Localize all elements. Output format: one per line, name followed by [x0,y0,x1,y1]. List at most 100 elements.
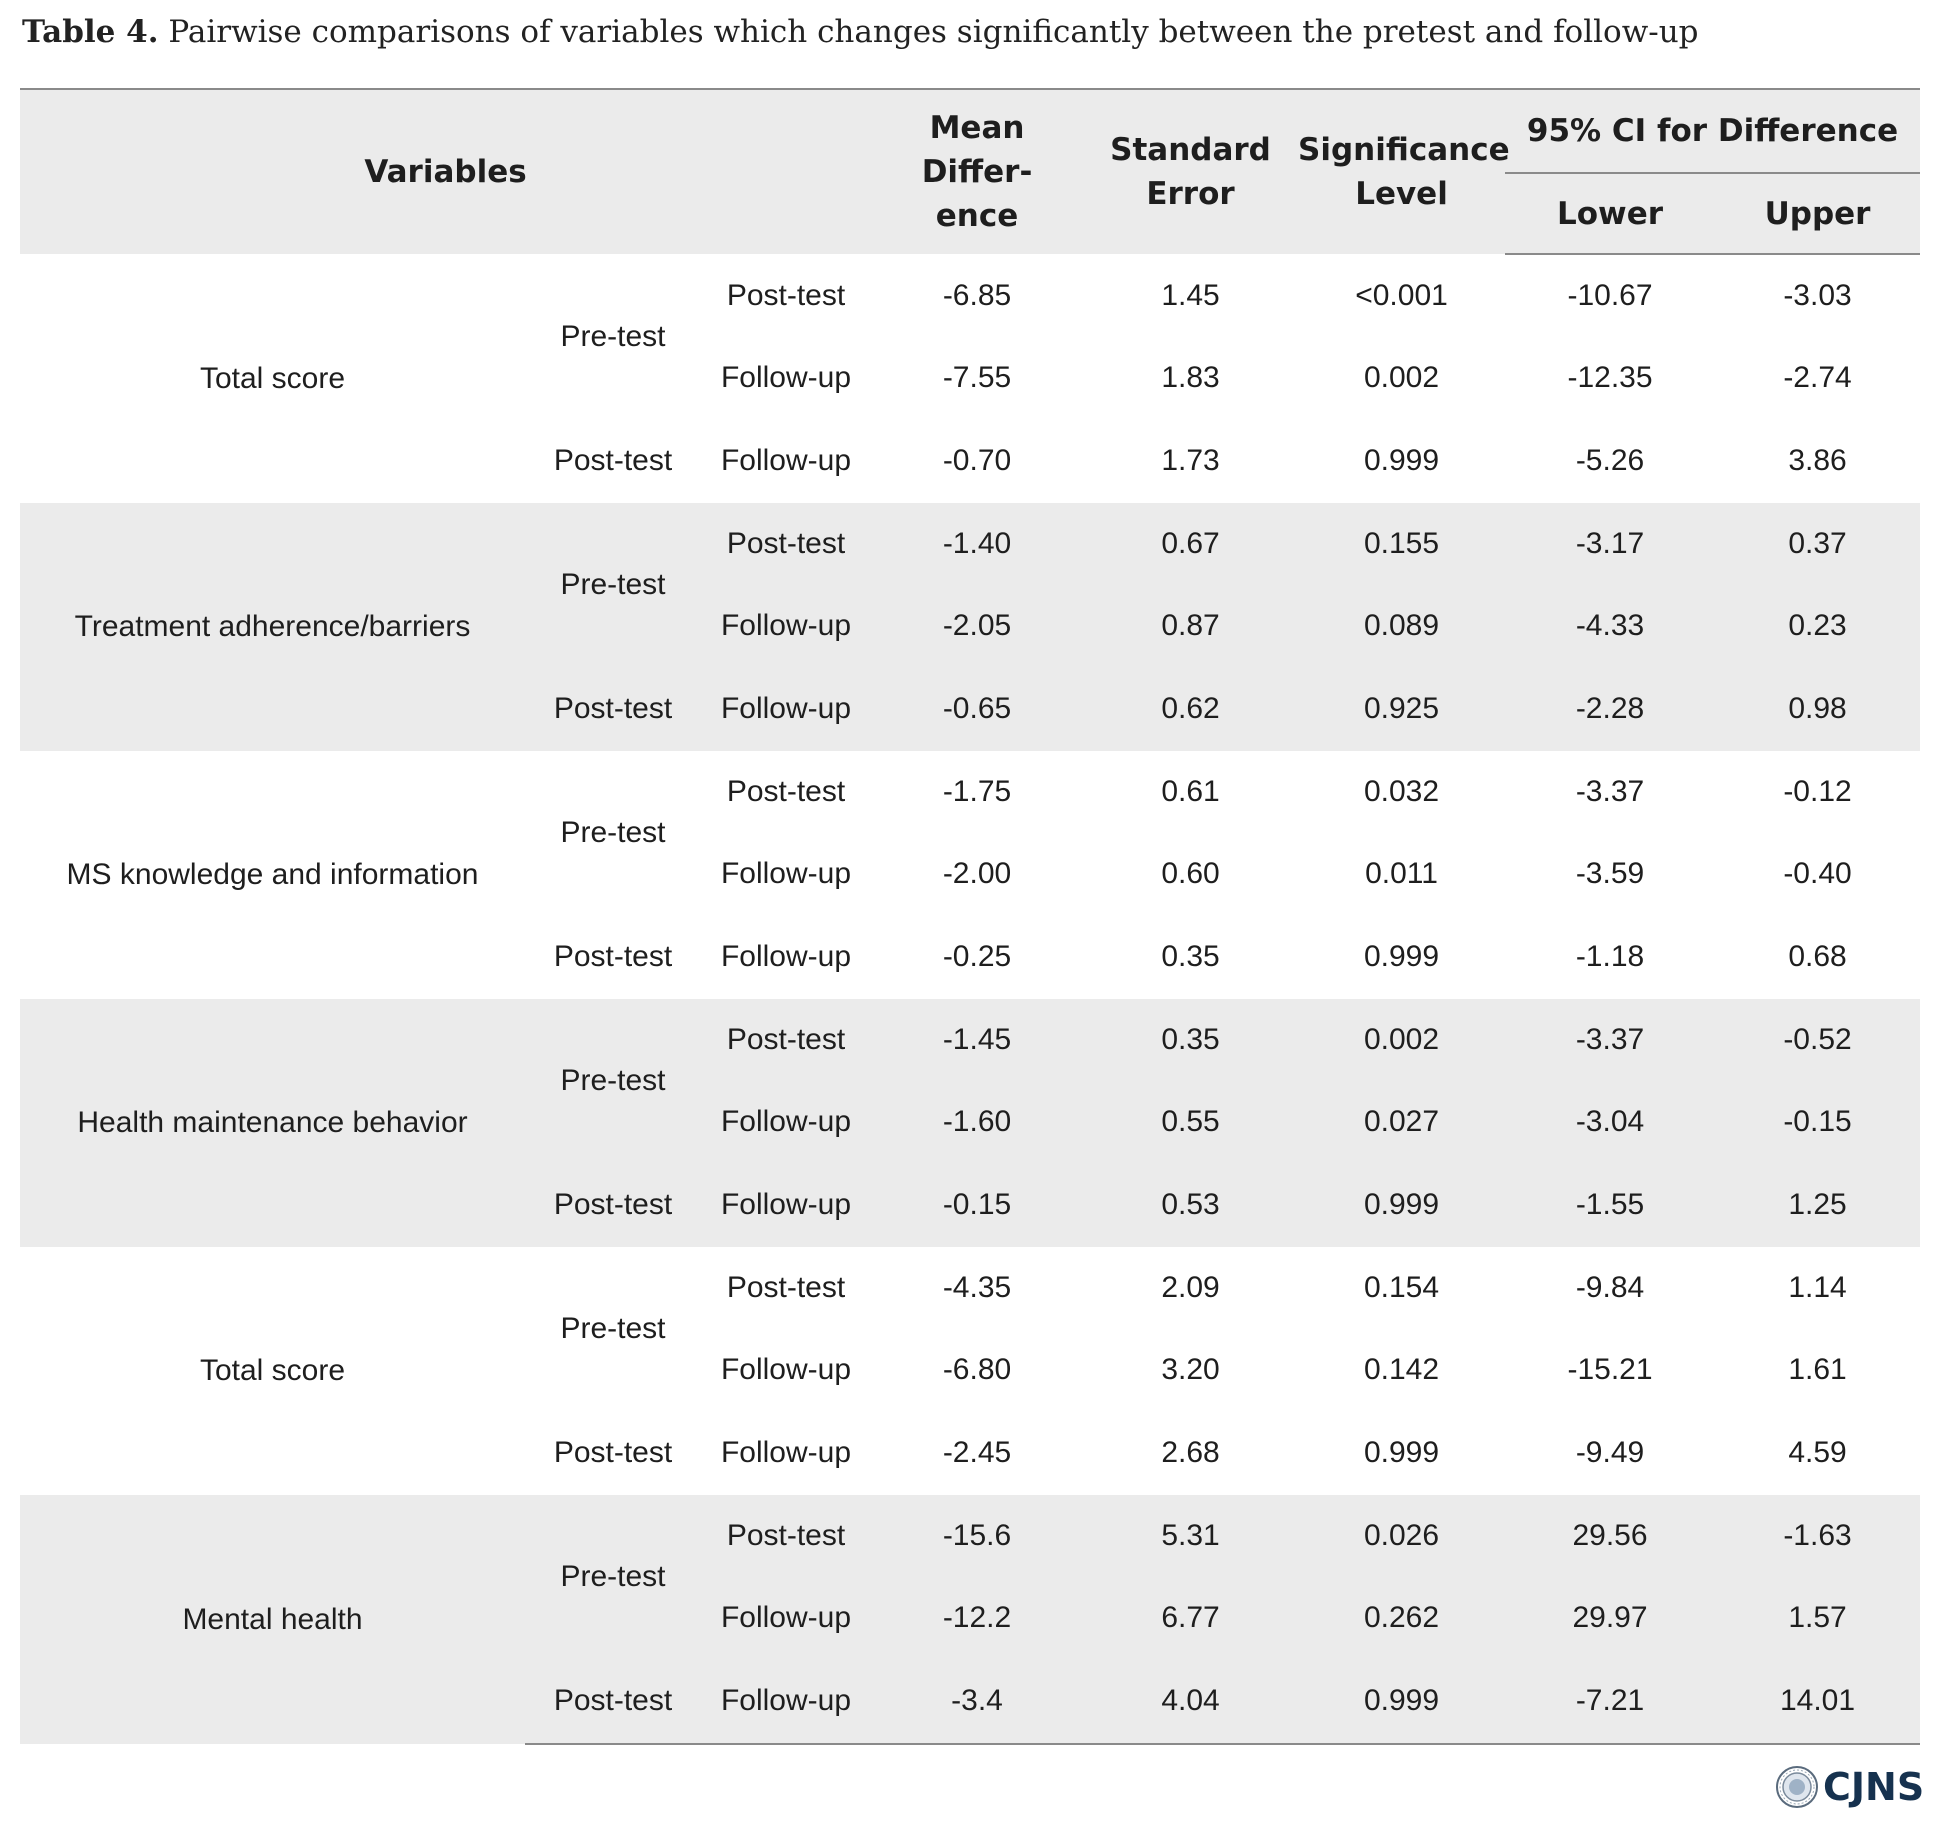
table-caption-label: Table 4. [22,14,159,50]
standard-error-cell: 1.73 [1161,444,1220,477]
mean-difference-cell: -0.15 [871,1163,1084,1247]
ci-lower-cell: -3.37 [1575,775,1645,808]
header-standard-error-line2: Error [1146,176,1235,212]
ci-upper-cell: 4.59 [1788,1436,1847,1469]
ci-upper-cell: 1.57 [1715,1577,1921,1659]
standard-error-cell: 0.67 [1083,503,1299,585]
ci-upper-cell: -0.12 [1783,775,1852,808]
significance-cell: 0.026 [1298,1495,1506,1577]
compare-from: Pre-test [560,816,666,849]
table-row: Follow-up -7.55 1.83 0.002 -12.35 -2.74 [20,337,1920,419]
mean-difference-cell: -2.00 [942,857,1012,890]
variable-name: Total score [199,361,346,395]
compare-to: Follow-up [720,857,852,890]
compare-to: Follow-up [701,1163,872,1247]
variable-group: MS knowledge and information Pre-test Po… [20,751,1920,999]
compare-to: Post-test [726,1271,846,1304]
table-row: Total score Pre-test Post-test -6.85 1.4… [20,254,1920,395]
significance-cell: 0.999 [1363,940,1440,973]
mean-difference-cell: -15.6 [871,1495,1084,1577]
variable-group: Health maintenance behavior Pre-test Pos… [20,999,1921,1247]
standard-error-cell: 0.35 [1083,999,1299,1081]
ci-upper-cell: 0.37 [1715,503,1921,585]
compare-from: Post-test [525,667,701,751]
table-row: Post-test Follow-up -2.45 2.68 0.999 -9.… [20,1411,1920,1495]
header-significance-line1: Significance [1298,132,1510,168]
ci-lower-cell: -10.67 [1567,279,1653,312]
significance-cell: 0.999 [1298,1163,1506,1247]
table-row: MS knowledge and information Pre-test Po… [20,751,1920,891]
table-row: Post-test Follow-up -0.70 1.73 0.999 -5.… [20,419,1920,503]
standard-error-cell: 0.61 [1161,775,1220,808]
mean-difference-cell: -12.2 [871,1577,1084,1659]
significance-cell: 0.032 [1363,775,1440,808]
significance-cell: 0.999 [1363,444,1440,477]
mean-difference-cell: -4.35 [942,1271,1012,1304]
table-row: Follow-up -12.2 6.77 0.262 29.97 1.57 [20,1577,1921,1659]
ci-upper-cell: -3.03 [1783,279,1852,312]
significance-cell: 0.999 [1298,1659,1506,1745]
ci-upper-cell: 0.68 [1788,940,1847,973]
ci-lower-cell: -3.59 [1575,857,1645,890]
mean-difference-cell: -6.80 [942,1353,1012,1386]
compare-to: Follow-up [701,585,872,667]
header-ci-group: 95% CI for Difference [1505,88,1921,174]
table-header: Variables Mean Differ- ence Standard Err… [20,88,1921,255]
compare-to: Follow-up [701,1577,872,1659]
standard-error-cell: 0.53 [1083,1163,1299,1247]
mean-difference-cell: -1.45 [871,999,1084,1081]
header-upper: Upper [1715,173,1921,255]
ci-upper-cell: 0.23 [1715,585,1921,667]
compare-from: Post-test [553,940,673,973]
header-variables: Variables [20,88,872,254]
mean-difference-cell: -0.65 [871,667,1084,751]
compare-from: Post-test [525,1659,701,1745]
variable-group: Treatment adherence/barriers Pre-test Po… [20,503,1921,751]
table-row: Health maintenance behavior Pre-test Pos… [20,999,1921,1247]
significance-cell: 0.925 [1298,667,1506,751]
standard-error-cell: 4.04 [1083,1659,1299,1745]
significance-cell: 0.262 [1298,1577,1506,1659]
ci-upper-cell: -0.40 [1783,857,1852,890]
standard-error-cell: 0.60 [1161,857,1220,890]
ci-lower-cell: -15.21 [1567,1353,1653,1386]
mean-difference-cell: -2.05 [871,585,1084,667]
compare-from: Pre-test [560,319,666,353]
compare-from: Pre-test [525,503,701,667]
compare-to: Post-test [726,278,846,312]
compare-to: Follow-up [720,444,852,477]
compare-to: Follow-up [720,1353,852,1386]
compare-to: Follow-up [720,361,852,394]
compare-to: Follow-up [720,940,852,973]
variable-name: Treatment adherence/barriers [20,503,525,751]
significance-cell: 0.155 [1298,503,1506,585]
table-row: Post-test Follow-up -0.65 0.62 0.925 -2.… [20,667,1921,751]
ci-lower-cell: 29.56 [1505,1495,1716,1577]
variable-name: MS knowledge and information [66,858,479,891]
ci-lower-cell: -1.55 [1505,1163,1716,1247]
significance-cell: 0.011 [1365,857,1438,890]
ci-upper-cell: 14.01 [1715,1659,1921,1745]
header-mean-difference-line2: ence [935,198,1019,234]
significance-cell: <0.001 [1355,278,1448,312]
ci-lower-cell: -9.49 [1575,1436,1645,1469]
mean-difference-cell: -0.70 [942,444,1012,477]
compare-to: Follow-up [701,1659,872,1745]
standard-error-cell: 2.68 [1161,1436,1220,1469]
compare-to: Follow-up [720,1436,852,1469]
ci-lower-cell: -5.26 [1575,444,1645,477]
ci-lower-cell: -2.28 [1505,667,1716,751]
significance-cell: 0.002 [1298,999,1506,1081]
table-row: Follow-up -2.00 0.60 0.011 -3.59 -0.40 [20,833,1920,915]
table-caption: Table 4. Pairwise comparisons of variabl… [22,8,1922,56]
journal-logo: CJNS [1775,1762,1924,1812]
ci-upper-cell: -2.74 [1783,361,1852,394]
compare-to: Post-test [701,503,872,585]
ci-upper-cell: 1.25 [1715,1163,1921,1247]
variable-group: Mental health Pre-test Post-test -15.6 5… [20,1495,1921,1745]
variable-group: Total score Pre-test Post-test -6.85 1.4… [20,254,1920,503]
standard-error-cell: 6.77 [1083,1577,1299,1659]
ci-lower-cell: -1.18 [1575,940,1645,973]
compare-to: Post-test [701,999,872,1081]
standard-error-cell: 0.62 [1083,667,1299,751]
